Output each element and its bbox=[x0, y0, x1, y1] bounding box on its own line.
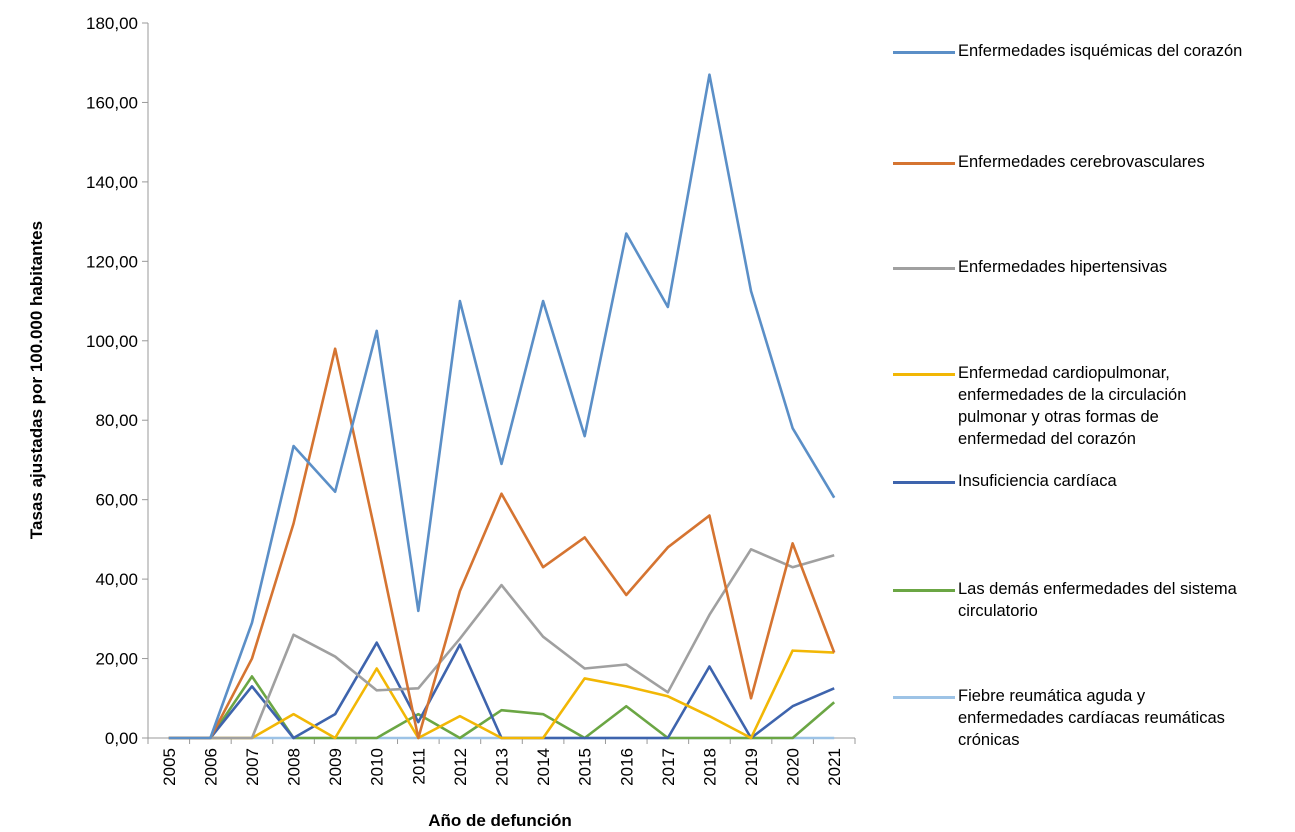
legend-swatch bbox=[893, 162, 955, 165]
x-tick-label: 2007 bbox=[243, 748, 262, 786]
series-line bbox=[168, 649, 835, 740]
legend-label: Enfermedades cerebrovasculares bbox=[958, 153, 1205, 171]
y-tick-label: 40,00 bbox=[95, 570, 138, 589]
x-tick-label: 2019 bbox=[742, 748, 761, 786]
y-tick-label: 120,00 bbox=[86, 252, 138, 271]
legend-swatch bbox=[893, 696, 955, 699]
x-tick-label: 2021 bbox=[825, 748, 844, 786]
legend-label: Las demás enfermedades del sistema circu… bbox=[958, 580, 1237, 620]
series-line bbox=[168, 641, 835, 740]
y-tick-label: 80,00 bbox=[95, 411, 138, 430]
legend-swatch bbox=[893, 51, 955, 54]
x-tick-label: 2010 bbox=[368, 748, 387, 786]
x-tick-label: 2016 bbox=[617, 748, 636, 786]
y-tick-label: 160,00 bbox=[86, 93, 138, 112]
x-tick-label: 2009 bbox=[326, 748, 345, 786]
y-tick-label: 60,00 bbox=[95, 491, 138, 510]
x-tick-label: 2018 bbox=[700, 748, 719, 786]
x-tick-label: 2005 bbox=[160, 748, 179, 786]
series-line bbox=[168, 347, 836, 740]
legend-label: Enfermedad cardiopulmonar, enfermedades … bbox=[958, 364, 1187, 448]
x-tick-label: 2013 bbox=[493, 748, 512, 786]
series-line bbox=[168, 675, 836, 740]
legend-label: Fiebre reumática aguda y enfermedades ca… bbox=[958, 687, 1225, 749]
x-tick-label: 2017 bbox=[659, 748, 678, 786]
y-tick-label: 140,00 bbox=[86, 173, 138, 192]
x-tick-label: 2020 bbox=[784, 748, 803, 786]
y-tick-label: 20,00 bbox=[95, 650, 138, 669]
y-tick-label: 100,00 bbox=[86, 332, 138, 351]
legend-swatch bbox=[893, 589, 955, 592]
series-line bbox=[168, 548, 835, 740]
legend-swatch bbox=[893, 481, 955, 484]
x-tick-label: 2008 bbox=[285, 748, 304, 786]
y-axis-title: Tasas ajustadas por 100.000 habitantes bbox=[27, 221, 46, 539]
legend-swatch bbox=[893, 267, 955, 270]
legend-label: Enfermedades hipertensivas bbox=[958, 258, 1168, 276]
x-tick-label: 2011 bbox=[409, 748, 428, 785]
y-tick-label: 0,00 bbox=[105, 729, 138, 748]
legend-swatch bbox=[893, 373, 955, 376]
y-tick-label: 180,00 bbox=[86, 14, 138, 33]
x-tick-label: 2006 bbox=[201, 748, 220, 786]
x-tick-label: 2012 bbox=[451, 748, 470, 786]
series-line bbox=[168, 73, 836, 740]
legend-label: Enfermedades isquémicas del corazón bbox=[958, 42, 1243, 60]
legend-label: Insuficiencia cardíaca bbox=[958, 472, 1117, 490]
x-tick-label: 2014 bbox=[534, 748, 553, 786]
x-tick-label: 2015 bbox=[576, 748, 595, 786]
x-axis-title: Año de defunción bbox=[428, 811, 572, 830]
